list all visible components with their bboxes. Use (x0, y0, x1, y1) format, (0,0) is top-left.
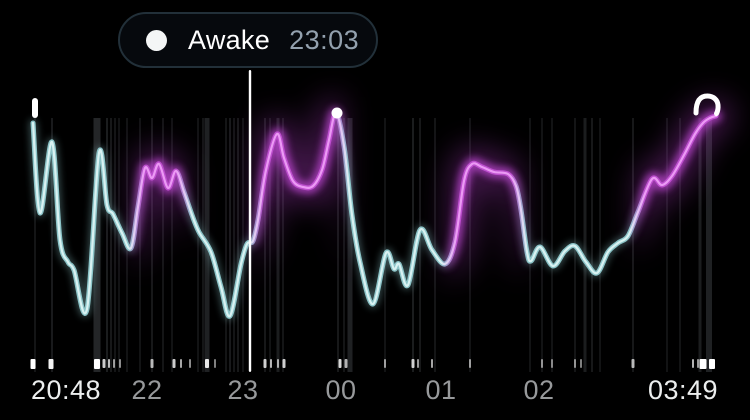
event-tick (108, 359, 110, 368)
gridline (679, 118, 681, 372)
event-tick (411, 359, 415, 368)
event-tick (384, 359, 386, 368)
x-axis-label: 02 (523, 375, 554, 405)
event-tick (119, 359, 121, 368)
x-axis-label: 23 (227, 375, 258, 405)
gridline (34, 118, 36, 372)
event-tick (551, 359, 553, 368)
wake-up-arrow-icon (693, 93, 721, 116)
event-tick (469, 359, 471, 368)
event-tick (697, 359, 699, 368)
event-tick (172, 359, 176, 368)
event-tick (692, 359, 694, 368)
x-axis-label: 01 (425, 375, 456, 405)
event-tick (94, 359, 100, 369)
x-axis-label: 20:48 (31, 375, 101, 405)
event-tick (344, 359, 348, 368)
gridline (337, 118, 339, 372)
sleep-start-tick-icon (32, 98, 38, 118)
event-tick (263, 359, 267, 368)
event-tick (214, 359, 216, 368)
gridline (171, 118, 173, 372)
event-tick (417, 359, 419, 368)
event-tick (205, 359, 209, 368)
event-tick (48, 359, 54, 369)
event-tick (189, 359, 191, 368)
event-tick (102, 359, 106, 368)
x-axis: 20:48 22 23 00 01 02 03:49 (31, 375, 718, 405)
bottom-ticks (30, 359, 715, 369)
event-tick (541, 359, 543, 368)
event-tick (580, 359, 582, 368)
event-tick (277, 359, 279, 368)
tooltip-stage-label: Awake (188, 24, 271, 55)
event-tick (631, 359, 635, 368)
gridline (151, 118, 153, 372)
wake-peak-dot-icon (331, 107, 343, 119)
x-axis-label: 22 (131, 375, 162, 405)
x-axis-label: 03:49 (648, 375, 718, 405)
gridline (706, 118, 712, 372)
event-tick (113, 359, 115, 368)
event-tick (574, 359, 576, 368)
sleep-stage-line-core (31, 111, 718, 318)
event-tick (699, 359, 707, 369)
event-tick (709, 359, 715, 369)
event-tick (431, 359, 433, 368)
tooltip-time: 23:03 (289, 24, 360, 55)
gridline (162, 118, 164, 372)
awake-tooltip[interactable]: Awake 23:03 (118, 12, 378, 68)
gridline (269, 118, 271, 372)
event-tick (150, 359, 154, 368)
gridline (276, 118, 280, 372)
event-tick (180, 359, 182, 368)
event-tick (338, 359, 342, 368)
gridline (282, 118, 284, 372)
x-axis-label: 00 (325, 375, 356, 405)
event-tick (30, 359, 36, 369)
cursor-line[interactable] (248, 70, 252, 372)
gridline (698, 118, 702, 372)
event-tick (282, 359, 286, 368)
gridline (666, 118, 668, 372)
white-dot-icon (146, 29, 167, 51)
event-tick (270, 359, 272, 368)
